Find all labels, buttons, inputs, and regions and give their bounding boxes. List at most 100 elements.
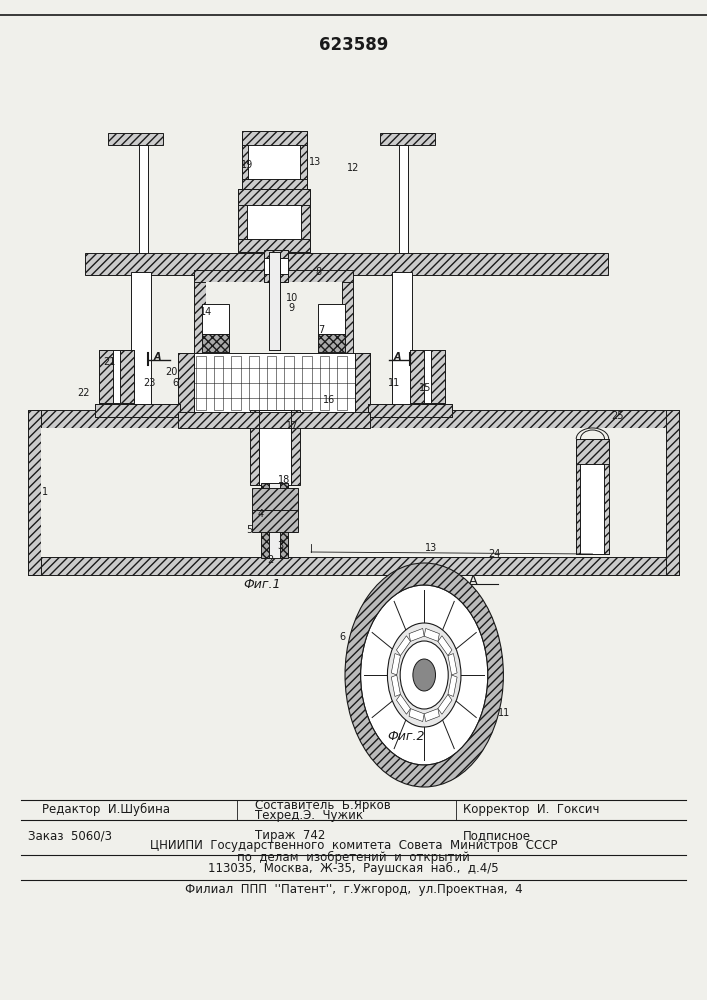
Bar xyxy=(238,189,310,252)
Bar xyxy=(242,131,307,145)
Bar xyxy=(178,412,370,428)
Bar xyxy=(424,709,439,722)
Bar xyxy=(399,138,408,253)
Text: 4: 4 xyxy=(257,509,263,519)
Text: 6: 6 xyxy=(173,378,178,388)
Bar xyxy=(214,356,223,410)
Bar xyxy=(99,350,134,403)
Bar xyxy=(368,404,452,417)
Bar xyxy=(108,133,163,145)
Wedge shape xyxy=(345,563,503,787)
Bar xyxy=(318,304,345,362)
Circle shape xyxy=(400,641,448,709)
Circle shape xyxy=(413,659,436,691)
Bar xyxy=(576,439,609,464)
Text: 20: 20 xyxy=(165,367,177,377)
Text: 21: 21 xyxy=(103,357,116,367)
Text: 16: 16 xyxy=(322,395,335,405)
Bar xyxy=(438,694,452,714)
Bar xyxy=(139,138,148,253)
Bar xyxy=(410,350,445,403)
Text: 14: 14 xyxy=(200,307,213,317)
Text: 8: 8 xyxy=(315,267,321,277)
Bar xyxy=(264,250,288,258)
Bar xyxy=(269,252,280,350)
Bar xyxy=(409,628,424,641)
Bar xyxy=(250,410,300,485)
Bar xyxy=(448,675,457,696)
Circle shape xyxy=(361,585,488,765)
Bar xyxy=(301,189,310,252)
Text: 19: 19 xyxy=(241,160,254,170)
Bar xyxy=(242,131,307,189)
Text: Редактор  И.Шубина: Редактор И.Шубина xyxy=(42,802,170,816)
Text: ЦНИИПИ  Государственного  комитета  Совета  Министров  СССР: ЦНИИПИ Государственного комитета Совета … xyxy=(150,840,557,852)
Bar xyxy=(318,334,345,352)
Bar xyxy=(284,356,294,410)
Text: 7: 7 xyxy=(319,325,325,335)
Bar xyxy=(320,356,329,410)
Bar xyxy=(424,628,439,641)
Text: 11: 11 xyxy=(388,378,401,388)
Text: 18: 18 xyxy=(278,475,291,485)
Bar xyxy=(391,675,400,696)
Bar xyxy=(300,131,307,189)
Text: 13: 13 xyxy=(308,157,321,167)
Bar xyxy=(368,404,452,417)
Text: 24: 24 xyxy=(489,549,501,559)
Text: 113035,  Москва,  Ж-35,  Раушская  наб.,  д.4/5: 113035, Москва, Ж-35, Раушская наб., д.4… xyxy=(208,861,499,875)
Text: 2: 2 xyxy=(268,555,274,565)
Bar xyxy=(576,439,609,554)
Bar xyxy=(194,270,354,282)
Bar xyxy=(264,274,288,282)
Text: 15: 15 xyxy=(419,383,432,393)
Bar xyxy=(259,410,291,485)
Bar xyxy=(28,410,679,428)
Text: 12: 12 xyxy=(347,163,360,173)
Text: по  делам  изобретений  и  открытий: по делам изобретений и открытий xyxy=(237,850,470,864)
Text: 10: 10 xyxy=(286,293,298,303)
Bar xyxy=(267,356,276,410)
Bar xyxy=(264,250,288,282)
Bar xyxy=(431,350,445,403)
Bar xyxy=(252,510,298,532)
Text: 1: 1 xyxy=(42,487,47,497)
Text: 22: 22 xyxy=(77,388,90,398)
Bar xyxy=(380,133,435,145)
Text: Техред.Э.  Чужик: Техред.Э. Чужик xyxy=(255,808,363,822)
Text: Тираж  742: Тираж 742 xyxy=(255,830,325,842)
Bar xyxy=(242,179,307,189)
Bar xyxy=(41,428,666,557)
Bar xyxy=(280,483,288,558)
Text: 25: 25 xyxy=(612,411,624,421)
Circle shape xyxy=(387,623,461,727)
Bar xyxy=(392,272,412,407)
Bar xyxy=(604,439,609,554)
Bar xyxy=(391,654,400,675)
Bar xyxy=(28,557,679,575)
Bar xyxy=(576,439,580,554)
Bar xyxy=(337,356,347,410)
Bar xyxy=(242,131,248,189)
Text: 13: 13 xyxy=(425,543,438,553)
Bar xyxy=(202,334,229,352)
Bar xyxy=(342,270,354,355)
Text: 623589: 623589 xyxy=(319,36,388,54)
Bar xyxy=(448,654,457,675)
Bar xyxy=(28,410,41,575)
Bar xyxy=(85,253,608,275)
Bar xyxy=(238,189,310,205)
Bar xyxy=(196,356,206,410)
Bar xyxy=(249,356,259,410)
Bar xyxy=(397,636,411,656)
Text: 17: 17 xyxy=(286,421,298,431)
Bar xyxy=(206,282,342,355)
Bar xyxy=(178,353,194,413)
Bar xyxy=(131,272,151,407)
Text: 9: 9 xyxy=(288,303,294,313)
Bar xyxy=(302,356,312,410)
Bar xyxy=(120,350,134,403)
Text: A - A: A - A xyxy=(448,574,478,586)
Bar xyxy=(397,694,411,714)
Text: Подписное: Подписное xyxy=(463,830,531,842)
